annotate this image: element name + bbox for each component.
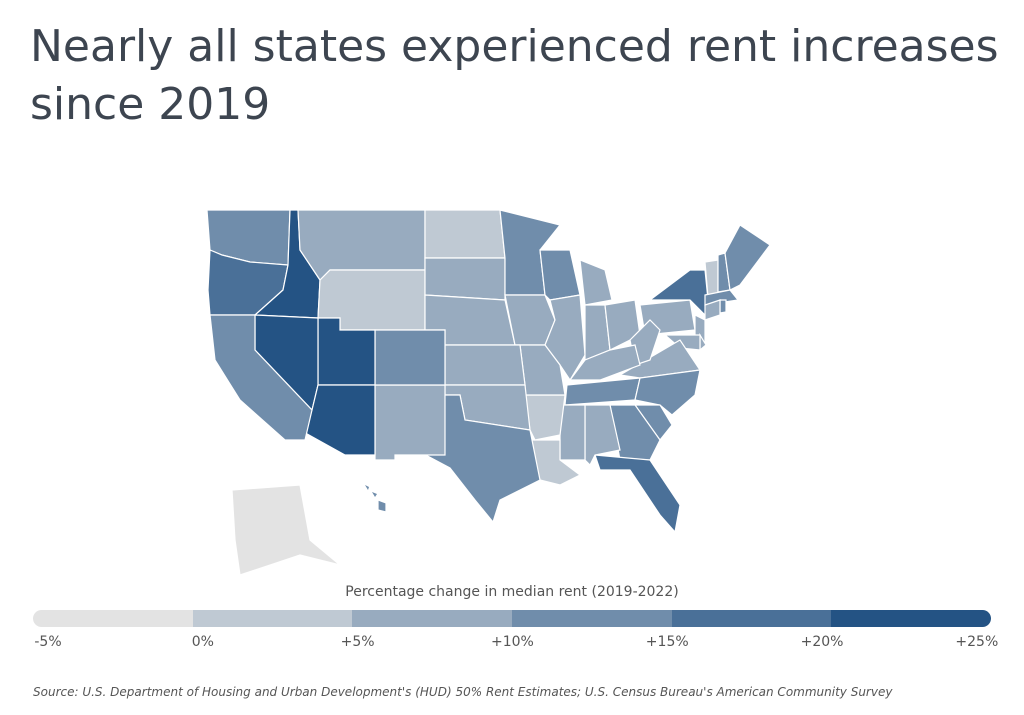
legend-title: Percentage change in median rent (2019-2…	[345, 584, 679, 600]
state-ca	[209, 314, 313, 441]
legend-color-bar	[33, 610, 991, 627]
legend-bin-4	[671, 610, 832, 627]
state-nm	[374, 384, 446, 461]
legend-bin-3	[512, 610, 672, 627]
legend-tick: +20%	[800, 634, 844, 650]
legend-tick: -5%	[34, 634, 62, 650]
state-ms	[559, 404, 586, 461]
legend-tick: +10%	[490, 634, 534, 650]
state-tn	[564, 377, 641, 406]
state-nd	[424, 209, 506, 259]
state-co	[374, 329, 446, 386]
state-ct	[704, 299, 721, 321]
state-ma	[704, 289, 740, 306]
legend-tick: +5%	[340, 634, 375, 650]
state-ky	[568, 344, 641, 381]
state-ks	[444, 344, 526, 386]
state-ak	[231, 484, 341, 576]
state-wi	[539, 249, 581, 301]
legend-bin-1	[192, 610, 353, 627]
state-il	[544, 294, 586, 382]
page-title: Nearly all states experienced rent incre…	[30, 21, 999, 130]
legend-tick: 0%	[191, 634, 214, 650]
legend-bin-2	[352, 610, 513, 627]
us-choropleth-map	[206, 209, 771, 576]
legend-tick: +25%	[955, 634, 999, 650]
state-mi	[579, 259, 613, 306]
state-fl	[594, 454, 681, 534]
legend-bin-5	[831, 610, 991, 627]
state-hi-island	[372, 492, 377, 497]
source-note: Source: U.S. Department of Housing and U…	[33, 685, 893, 699]
state-hi	[377, 499, 387, 513]
state-me	[724, 224, 771, 291]
legend-tick: +15%	[645, 634, 689, 650]
state-ri	[719, 299, 727, 314]
state-hi-island	[365, 485, 369, 490]
state-sd	[424, 257, 506, 301]
legend-bin-0	[33, 610, 193, 627]
state-vt	[704, 259, 719, 298]
